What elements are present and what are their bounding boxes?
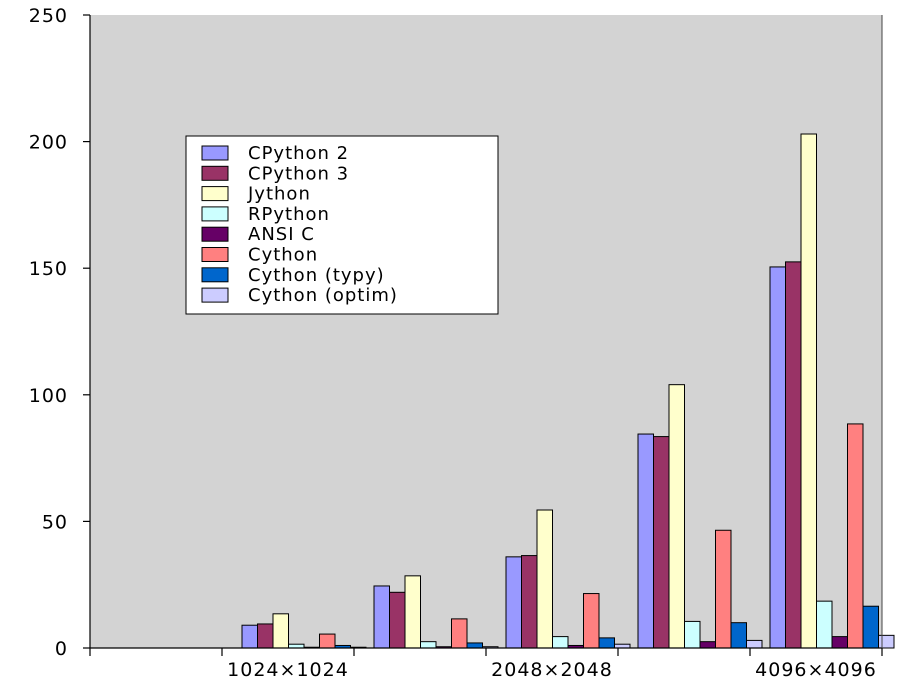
x-ticks: 1024×1024 2048×2048 4096×4096 (89, 648, 883, 681)
bar (505, 556, 522, 649)
bar (878, 634, 895, 649)
bar (699, 641, 716, 649)
legend-label: Jython (247, 184, 311, 205)
bar (598, 637, 615, 649)
bar (831, 636, 848, 649)
bar (862, 605, 879, 649)
bar (420, 641, 437, 649)
legend-label: Cython (typy) (248, 265, 385, 286)
bar (404, 575, 421, 649)
bar (668, 384, 685, 649)
bar (389, 591, 406, 649)
y-tick-label: 100 (29, 385, 68, 407)
legend-swatch (201, 165, 229, 181)
bar (684, 620, 701, 649)
bar (583, 593, 600, 649)
bar (521, 555, 538, 649)
legend-label: Cython (optim) (248, 285, 398, 306)
y-ticks: 0 50 100 150 200 250 (29, 5, 90, 660)
legend-label: CPython 3 (248, 163, 349, 184)
y-tick-label: 0 (55, 638, 68, 660)
x-tick-label: 2048×2048 (491, 659, 613, 681)
bar (373, 585, 390, 649)
bar (241, 624, 258, 649)
legend-swatch (201, 287, 229, 303)
legend-label: RPython (248, 204, 330, 225)
bar (847, 423, 864, 649)
bar (746, 639, 763, 649)
y-tick-label: 50 (42, 511, 68, 533)
legend-swatch (201, 145, 229, 161)
bar (637, 433, 654, 649)
legend-label: ANSI C (248, 224, 315, 245)
bar (466, 642, 483, 649)
bar (800, 133, 817, 649)
bar (272, 613, 289, 649)
bar (552, 636, 569, 649)
legend-swatch (201, 267, 229, 283)
bar (536, 509, 553, 649)
y-tick-label: 200 (29, 132, 68, 154)
bar (715, 529, 732, 649)
y-tick-label: 250 (29, 5, 68, 27)
legend-swatch (201, 226, 229, 242)
bars (241, 133, 895, 649)
bar (785, 261, 802, 649)
bar (451, 618, 468, 649)
bar (769, 266, 786, 649)
bar (319, 633, 336, 649)
legend-label: CPython 2 (248, 143, 349, 164)
legend-swatch (201, 206, 229, 222)
plot-area (90, 15, 882, 648)
x-tick-label: 1024×1024 (227, 659, 349, 681)
x-tick-label: 4096×4096 (755, 659, 877, 681)
legend-swatch (201, 247, 229, 262)
y-tick-label: 150 (29, 258, 68, 280)
bar (653, 436, 670, 649)
bar (257, 623, 274, 649)
bar (816, 600, 833, 649)
legend-box (185, 135, 499, 315)
legend-swatch (201, 186, 229, 202)
bar (730, 622, 747, 649)
legend-label: Cython (248, 245, 318, 266)
